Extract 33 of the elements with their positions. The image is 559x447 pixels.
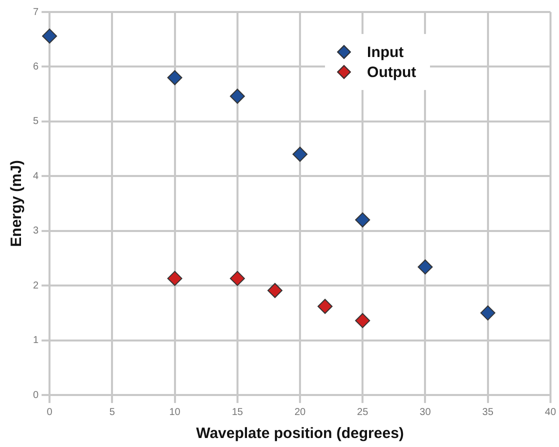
y-tick-label: 0 — [33, 390, 39, 401]
x-tick-label: 10 — [169, 406, 181, 418]
x-axis-title: Waveplate position (degrees) — [196, 425, 404, 442]
point — [230, 270, 245, 286]
x-tick-label: 20 — [294, 406, 306, 418]
y-tick-label: 6 — [33, 61, 39, 72]
y-tick-label: 5 — [33, 116, 39, 128]
point — [167, 70, 182, 86]
x-tick-label: 30 — [420, 406, 432, 418]
point — [267, 282, 282, 298]
y-tick-label: 7 — [33, 6, 39, 18]
point — [318, 298, 333, 314]
x-tick-label: 40 — [544, 406, 556, 418]
y-axis-title: Energy (mJ) — [8, 160, 26, 247]
y-tick-label: 3 — [33, 226, 39, 237]
point — [355, 313, 370, 328]
point — [230, 88, 245, 104]
x-tick-label: 15 — [232, 406, 244, 418]
legend-label: Input — [367, 44, 404, 60]
legend-label: Output — [367, 64, 416, 80]
y-tick-label: 2 — [33, 280, 39, 292]
x-tick-label: 0 — [46, 406, 53, 418]
x-tick-label: 5 — [109, 406, 116, 418]
y-tick-label: 4 — [33, 170, 39, 182]
point — [418, 259, 433, 274]
x-tick-label: 35 — [482, 406, 494, 418]
point — [42, 28, 58, 44]
y-tick-label: 1 — [33, 335, 39, 346]
point — [167, 270, 182, 286]
point — [480, 305, 496, 320]
x-tick-label: 25 — [357, 406, 369, 418]
point — [292, 146, 308, 162]
point — [355, 212, 370, 228]
